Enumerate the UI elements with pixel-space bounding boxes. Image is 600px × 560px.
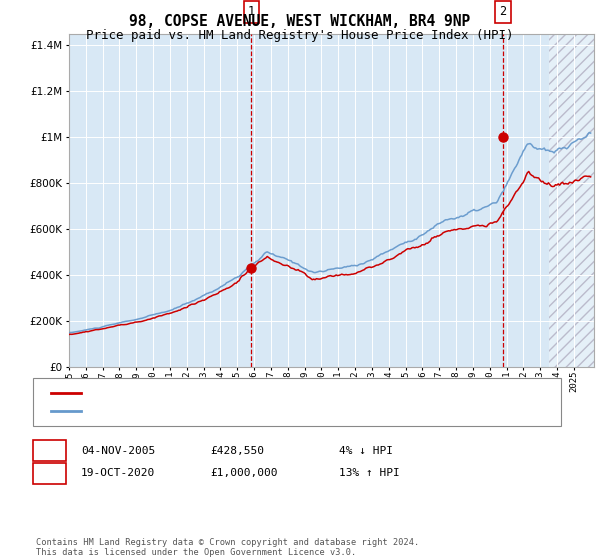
Text: 2: 2 bbox=[499, 6, 506, 18]
Text: 04-NOV-2005: 04-NOV-2005 bbox=[81, 446, 155, 456]
Bar bbox=[548, 34, 599, 367]
Text: 98, COPSE AVENUE, WEST WICKHAM, BR4 9NP (detached house): 98, COPSE AVENUE, WEST WICKHAM, BR4 9NP … bbox=[87, 388, 423, 398]
Text: 19-OCT-2020: 19-OCT-2020 bbox=[81, 468, 155, 478]
Bar bbox=[548, 34, 599, 367]
Text: 4% ↓ HPI: 4% ↓ HPI bbox=[339, 446, 393, 456]
Text: £428,550: £428,550 bbox=[210, 446, 264, 456]
Text: 13% ↑ HPI: 13% ↑ HPI bbox=[339, 468, 400, 478]
Text: 98, COPSE AVENUE, WEST WICKHAM, BR4 9NP: 98, COPSE AVENUE, WEST WICKHAM, BR4 9NP bbox=[130, 14, 470, 29]
Text: Price paid vs. HM Land Registry's House Price Index (HPI): Price paid vs. HM Land Registry's House … bbox=[86, 29, 514, 42]
Text: HPI: Average price, detached house, Bromley: HPI: Average price, detached house, Brom… bbox=[87, 406, 345, 416]
Text: £1,000,000: £1,000,000 bbox=[210, 468, 277, 478]
Text: Contains HM Land Registry data © Crown copyright and database right 2024.
This d: Contains HM Land Registry data © Crown c… bbox=[36, 538, 419, 557]
Text: 2: 2 bbox=[46, 466, 53, 480]
Text: 1: 1 bbox=[46, 444, 53, 458]
Text: 1: 1 bbox=[248, 6, 255, 18]
